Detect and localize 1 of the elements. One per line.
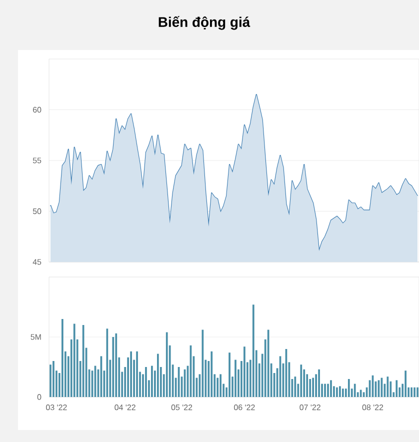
chart-title: Biến động giá (158, 16, 250, 30)
